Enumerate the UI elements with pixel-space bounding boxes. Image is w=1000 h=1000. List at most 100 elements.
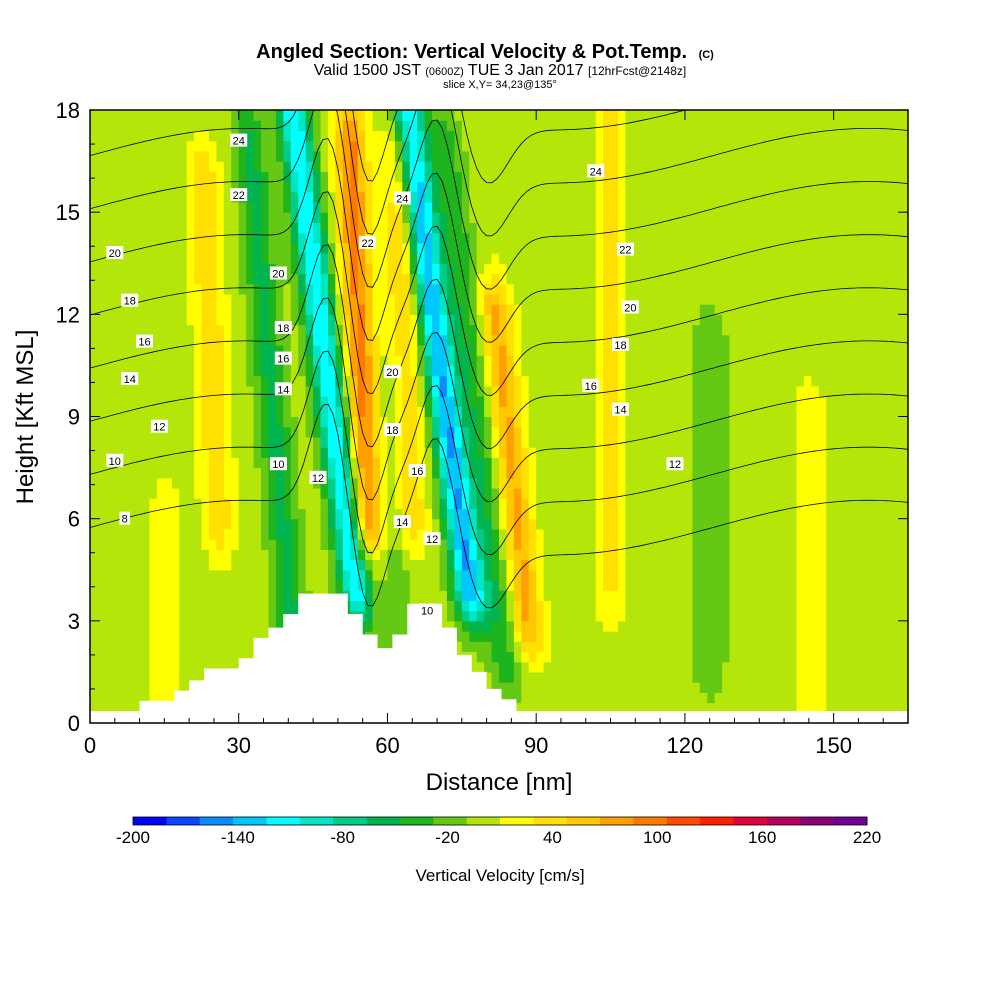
velocity-cell: [499, 385, 508, 397]
velocity-cell: [231, 263, 240, 275]
velocity-cell: [454, 273, 463, 285]
velocity-cell: [551, 201, 560, 213]
velocity-cell: [216, 457, 225, 469]
velocity-cell: [588, 457, 597, 469]
velocity-cell: [617, 477, 627, 489]
velocity-cell: [194, 304, 203, 315]
velocity-cell: [127, 263, 136, 275]
velocity-cell: [424, 222, 433, 234]
velocity-cell: [246, 467, 255, 479]
velocity-cell: [246, 498, 255, 510]
velocity-cell: [417, 436, 426, 448]
velocity-cell: [134, 447, 143, 458]
velocity-cell: [632, 641, 641, 653]
velocity-cell: [536, 447, 545, 458]
velocity-cell: [521, 436, 530, 448]
velocity-cell: [543, 610, 552, 622]
velocity-cell: [684, 375, 693, 387]
velocity-cell: [603, 171, 612, 183]
velocity-cell: [372, 334, 381, 346]
velocity-cell: [684, 426, 693, 438]
velocity-cell: [104, 508, 113, 520]
velocity-cell: [134, 651, 143, 663]
velocity-cell: [595, 385, 604, 397]
velocity-cell: [164, 396, 173, 407]
velocity-cell: [394, 171, 403, 183]
velocity-cell: [424, 518, 433, 530]
velocity-cell: [104, 528, 113, 540]
velocity-cell: [424, 416, 433, 428]
velocity-cell: [446, 436, 455, 448]
velocity-cell: [119, 671, 128, 683]
velocity-cell: [305, 518, 314, 530]
velocity-cell: [417, 334, 426, 346]
velocity-cell: [350, 212, 359, 223]
velocity-cell: [476, 631, 485, 642]
velocity-cell: [655, 620, 664, 632]
velocity-cell: [238, 334, 247, 346]
velocity-cell: [186, 477, 195, 489]
velocity-cell: [149, 385, 158, 397]
velocity-cell: [565, 304, 574, 315]
velocity-cell: [432, 355, 441, 367]
velocity-cell: [640, 283, 649, 295]
velocity-cell: [142, 130, 151, 142]
velocity-cell: [662, 181, 671, 193]
velocity-cell: [194, 396, 203, 407]
velocity-cell: [104, 120, 113, 132]
velocity-cell: [699, 528, 708, 540]
velocity-cell: [134, 416, 143, 428]
velocity-cell: [216, 528, 225, 540]
velocity-cell: [684, 539, 693, 550]
velocity-cell: [171, 191, 180, 203]
velocity-cell: [446, 222, 455, 234]
velocity-cell: [134, 436, 143, 448]
velocity-cell: [543, 365, 552, 377]
velocity-cell: [119, 498, 128, 510]
velocity-cell: [171, 477, 180, 489]
velocity-cell: [380, 181, 389, 193]
velocity-cell: [313, 242, 322, 254]
velocity-cell: [506, 385, 515, 397]
velocity-cell: [558, 201, 567, 213]
velocity-cell: [194, 661, 203, 673]
velocity-cell: [112, 191, 121, 203]
velocity-cell: [528, 508, 537, 520]
velocity-cell: [223, 242, 232, 254]
velocity-cell: [327, 232, 336, 244]
velocity-cell: [461, 120, 470, 132]
velocity-cell: [439, 242, 448, 254]
velocity-cell: [194, 641, 203, 653]
velocity-cell: [171, 426, 180, 438]
velocity-cell: [305, 314, 314, 326]
velocity-cell: [365, 324, 374, 336]
velocity-cell: [454, 181, 463, 193]
velocity-cell: [119, 406, 128, 418]
velocity-cell: [662, 661, 671, 673]
velocity-cell: [275, 150, 284, 162]
velocity-cell: [104, 671, 113, 683]
velocity-cell: [246, 191, 255, 203]
velocity-cell: [90, 671, 99, 683]
velocity-cell: [461, 344, 470, 356]
velocity-cell: [201, 549, 210, 561]
velocity-cell: [298, 293, 307, 305]
velocity-cell: [127, 518, 136, 530]
velocity-cell: [171, 293, 180, 305]
velocity-cell: [580, 304, 589, 315]
velocity-cell: [119, 283, 128, 295]
velocity-cell: [186, 600, 195, 612]
velocity-cell: [149, 150, 158, 162]
velocity-cell: [513, 110, 522, 121]
velocity-cell: [246, 161, 255, 172]
velocity-cell: [677, 385, 686, 397]
velocity-cell: [208, 610, 218, 622]
velocity-cell: [580, 477, 589, 489]
velocity-cell: [112, 212, 121, 223]
velocity-cell: [290, 283, 299, 295]
velocity-cell: [677, 334, 686, 346]
velocity-cell: [268, 324, 277, 336]
velocity-cell: [372, 488, 381, 499]
velocity-cell: [528, 559, 537, 571]
velocity-cell: [469, 171, 478, 183]
